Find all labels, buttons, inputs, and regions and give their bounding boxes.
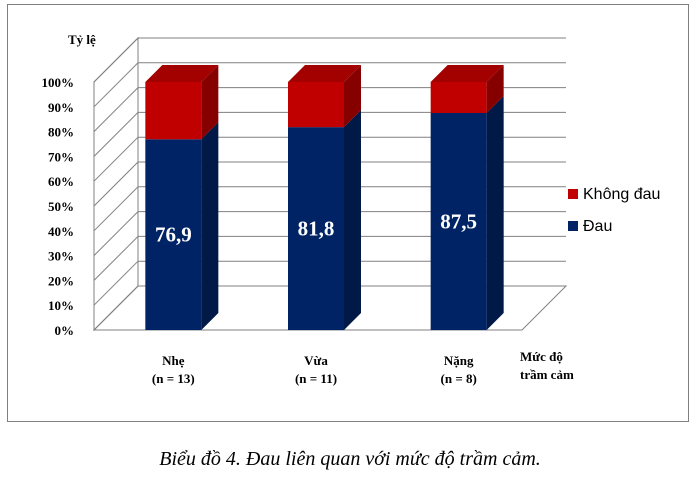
bar-segment-side xyxy=(344,65,361,128)
x-tick-sublabel: (n = 13) xyxy=(152,371,195,386)
data-label: 81,8 xyxy=(298,217,335,241)
x-tick-label: Vừa xyxy=(304,353,328,368)
bar-segment-front xyxy=(145,82,202,140)
x-axis-title: trầm cảm xyxy=(520,367,574,382)
y-tick-label: 90% xyxy=(48,100,74,115)
y-tick-label: 80% xyxy=(48,125,74,140)
gridline xyxy=(93,161,566,207)
bar-segment-side xyxy=(201,122,219,331)
y-tick-label: 100% xyxy=(42,75,75,90)
bar-top xyxy=(430,65,504,82)
y-tick-label: 40% xyxy=(48,224,74,239)
x-tick-sublabel: (n = 8) xyxy=(441,371,477,386)
gridline xyxy=(93,136,566,182)
bar-segment-side xyxy=(344,110,361,330)
x-axis-title: Mức độ xyxy=(520,349,563,364)
bar-segment-front xyxy=(288,127,344,330)
legend-label: Không đau xyxy=(583,186,660,203)
x-tick-sublabel: (n = 11) xyxy=(295,371,337,386)
y-tick-label: 50% xyxy=(48,199,74,214)
chart-frame xyxy=(7,4,689,422)
y-tick-label: 60% xyxy=(48,174,74,189)
bar-segment-side xyxy=(486,65,504,113)
y-tick-label: 30% xyxy=(48,249,74,264)
data-label: 87,5 xyxy=(440,210,477,234)
bar-top xyxy=(145,65,219,82)
bar-segment-front xyxy=(430,113,487,330)
figure-caption: Biểu đồ 4. Đau liên quan với mức độ trầm… xyxy=(159,448,541,470)
legend-swatch xyxy=(568,221,578,231)
data-label: 76,9 xyxy=(155,223,192,247)
gridline xyxy=(93,235,566,281)
gridline xyxy=(93,285,566,331)
gridline xyxy=(93,87,566,132)
x-tick-label: Nhẹ xyxy=(162,353,185,368)
stacked-bar-chart: 0% 10% 20% 30% 40% 50% 60% 70% 80% 90% 100% Tỷ lệ Mứ… xyxy=(42,32,661,386)
x-tick-label: Nặng xyxy=(444,353,474,368)
bar-segment-side xyxy=(201,65,219,140)
bar-segment-front xyxy=(145,139,202,330)
gridline xyxy=(93,260,566,306)
y-tick-label: 10% xyxy=(48,298,74,313)
y-tick-label: 20% xyxy=(48,273,74,288)
gridline xyxy=(93,111,566,157)
gridline xyxy=(93,211,566,256)
bar-top xyxy=(288,65,361,82)
bar-segment-side xyxy=(486,96,504,330)
gridline xyxy=(93,62,566,108)
gridline xyxy=(93,186,566,232)
y-tick-label: 70% xyxy=(48,149,74,164)
legend-swatch xyxy=(568,189,578,199)
bar-segment-front xyxy=(430,82,487,113)
y-tick-label: 0% xyxy=(55,323,75,338)
legend-label: Đau xyxy=(583,218,612,235)
y-axis-title: Tỷ lệ xyxy=(68,32,96,47)
bar-segment-front xyxy=(288,82,344,128)
gridline xyxy=(93,37,566,83)
